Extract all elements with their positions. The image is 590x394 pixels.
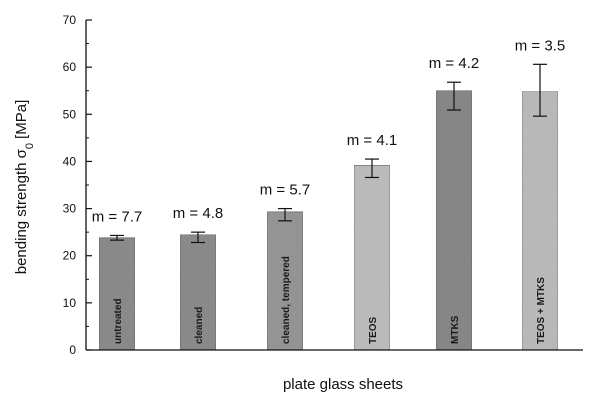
error-bar-2 [278,207,292,222]
bar-3 [353,164,391,351]
y-tick-label-50: 50 [63,107,77,121]
bar-1 [179,234,217,351]
error-bar-5 [533,63,547,117]
labels-layer: untreated m = 7.7 cleaned m = 4.8 cleaned, t… [92,37,565,344]
x-axis-title: plate glass sheets [283,376,403,393]
y-axis-title: bending strength σ0 [MPa] [13,100,36,275]
y-tick-label-0: 0 [69,343,76,357]
error-bar-0 [110,234,124,241]
y-axis-title-unit: [MPa] [13,100,30,139]
bar-label-0: untreated [113,298,124,344]
y-tick-label-30: 30 [63,202,77,216]
bar-label-2: cleaned, tempered [281,256,292,344]
error-bars-layer [110,63,547,244]
bar-label-1: cleaned [194,307,205,344]
y-tick-label-10: 10 [63,296,77,310]
y-tick-label-70: 70 [63,13,77,27]
bar-4 [435,90,473,351]
m-value-label-1: m = 4.8 [173,205,223,222]
y-axis-title-main: bending strength σ [13,148,30,274]
m-value-label-4: m = 4.2 [429,55,479,72]
y-tick-label-60: 60 [63,60,77,74]
bar-5 [521,91,559,351]
y-tick-label-20: 20 [63,249,77,263]
bar-0 [98,237,136,351]
y-tick-label-40: 40 [63,154,77,168]
m-value-label-5: m = 3.5 [515,37,565,54]
y-axis-title-subscript: 0 [24,143,36,149]
m-value-label-2: m = 5.7 [260,182,310,199]
bars-layer [98,90,559,351]
bar-label-4: MTKS [450,315,461,344]
error-bar-1 [191,231,205,244]
bar-label-3: TEOS [368,316,379,344]
error-bar-4 [447,81,461,111]
m-value-label-0: m = 7.7 [92,208,142,225]
axis-layer: 0 10 20 30 40 50 60 70 [63,13,583,357]
error-bar-3 [365,158,379,179]
m-value-label-3: m = 4.1 [347,132,397,149]
bar-label-5: TEOS + MTKS [536,277,547,344]
